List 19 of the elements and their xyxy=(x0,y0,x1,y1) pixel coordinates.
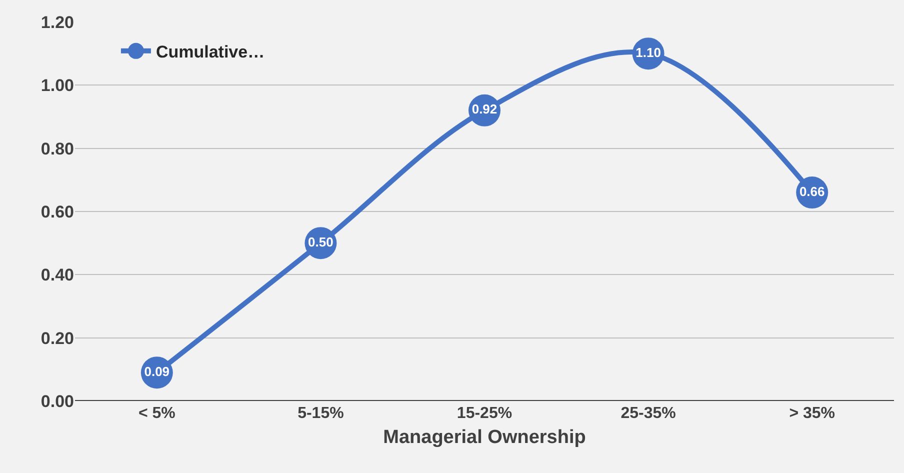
y-tick-label: 0.40 xyxy=(40,266,74,285)
data-label: 0.50 xyxy=(308,234,334,250)
data-label: 0.92 xyxy=(472,102,498,117)
y-tick-label: 1.20 xyxy=(40,12,74,32)
x-tick-label: < 5% xyxy=(138,405,176,422)
data-label: 0.09 xyxy=(144,364,170,379)
x-tick-label: 25-35% xyxy=(620,405,676,422)
x-tick-label: 15-25% xyxy=(456,405,512,422)
y-tick-label: 1.00 xyxy=(40,76,74,96)
x-tick-label: > 35% xyxy=(789,405,836,422)
y-tick-label: 0.60 xyxy=(40,202,74,222)
x-axis-title: Managerial Ownership xyxy=(383,426,586,448)
y-tick-label: 0.80 xyxy=(40,139,74,158)
legend-label: Cumulative… xyxy=(156,42,265,62)
x-tick-label: 5-15% xyxy=(298,405,344,422)
data-label: 0.66 xyxy=(799,184,825,199)
data-label: 1.10 xyxy=(636,44,661,60)
y-tick-label: 0.20 xyxy=(40,328,74,348)
y-tick-label: 0.00 xyxy=(40,392,74,411)
